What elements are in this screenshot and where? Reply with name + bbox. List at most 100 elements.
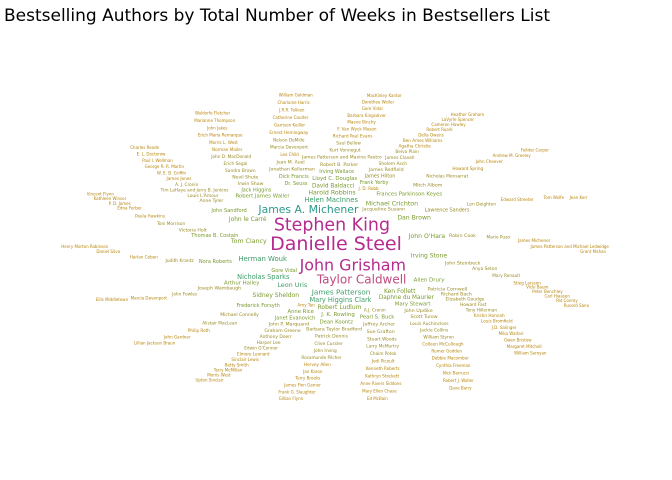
word-j-d-robb: J. D. Robb	[358, 186, 380, 191]
word-richard-paul-evans: Richard Paul Evans	[333, 134, 373, 139]
word-janet-evanovich: Janet Evanovich	[274, 315, 315, 321]
word-erich-segal: Erich Segal	[224, 161, 248, 167]
word-robert-james-waller: Robert James Waller	[235, 194, 290, 200]
word-pat-conroy: Pat Conroy	[556, 298, 578, 303]
word-peter-benchley: Peter Benchley	[532, 289, 563, 294]
word-toni-morrison: Toni Morrison	[156, 221, 185, 227]
word-taylor-caldwell: Taylor Caldwell	[316, 273, 407, 287]
word-anne-rice: Anne Rice	[287, 309, 313, 315]
word-george-r-r-martin: George R. R. Martin	[145, 164, 185, 169]
word-tim-lahaye-and-jerry-b-jenkins: Tim LaHaye and Jerry B. Jenkins	[160, 188, 230, 194]
word-joseph-wambaugh: Joseph Wambaugh	[196, 286, 241, 292]
word-mary-ellen-chase: Mary Ellen Chase	[362, 388, 397, 393]
word-james-redfield: James Redfield	[368, 167, 404, 173]
word-betty-smith: Betty Smith	[225, 362, 249, 367]
word-john-p-marquand: John P. Marquand	[268, 322, 309, 328]
word-sholem-asch: Sholem Asch	[379, 161, 408, 167]
word-jacqueline-susann: Jacqueline Susann	[361, 207, 405, 213]
word-a-j-cronin: A.J. Cronin	[364, 307, 386, 312]
word-john-steinbeck: John Steinbeck	[444, 261, 481, 267]
word-nick-barrucci: Nick Barrucci	[443, 370, 469, 375]
word-dean-koontz: Dean Koontz	[320, 319, 354, 325]
word-michael-crichton: Michael Crichton	[366, 200, 418, 207]
word-ernest-hemingway: Ernest Hemingway	[269, 130, 309, 135]
word-j-k-rowling: J. K. Rowling	[320, 312, 355, 318]
word-john-sandford: John Sandford	[210, 208, 246, 214]
word-daniel-silva: Daniel Silva	[96, 249, 120, 254]
word-morris-west: Morris West	[207, 373, 231, 378]
word-anya-seton: Anya Seton	[472, 266, 497, 272]
word-robert-j-waller: Robert J. Waller	[443, 378, 474, 383]
word-sinclair-lewis: Sinclair Lewis	[231, 357, 259, 362]
word-james-clavell: James Clavell	[384, 155, 414, 161]
word-larry-mcmurtry: Larry McMurtry	[366, 344, 399, 350]
word-louis-bromfield: Louis Bromfield	[481, 319, 513, 324]
word-dan-brown: Dan Brown	[397, 215, 431, 222]
word-andrew-m-greeley: Andrew M. Greeley	[493, 153, 532, 158]
word-mary-renault: Mary Renault	[492, 273, 520, 278]
word-arthur-hailey: Arthur Hailey	[224, 281, 260, 287]
word-frank-g-slaughter: Frank G. Slaughter	[278, 389, 316, 394]
word-irving-stone: Irving Stone	[411, 253, 448, 260]
word-rosamunde-pilcher: Rosamunde Pilcher	[301, 355, 342, 360]
word-kristin-hannah: Kristin Hannah	[474, 313, 505, 318]
word-grant-mahan: Grant Mahan	[580, 249, 606, 254]
word-james-a-michener: James A. Michener	[257, 203, 359, 216]
word-daphne-du-maurier: Daphne du Maurier	[379, 295, 435, 301]
word-tom-wolfe: Tom Wolfe	[543, 195, 565, 200]
word-belva-plain: Belva Plain	[395, 149, 419, 155]
word-gillian-flynn: Gillian Flynn	[279, 396, 304, 401]
word-kathleen-winsor: Kathleen Winsor	[94, 196, 127, 201]
word-danielle-steel: Danielle Steel	[270, 233, 402, 255]
word-sandra-brown: Sandra Brown	[225, 168, 256, 174]
word-nevil-shute: Nevil Shute	[232, 175, 258, 181]
word-james-patterson-and-maxine-paetro: James Patterson and Maxine Paetro	[301, 155, 382, 161]
word-kathryn-stockett: Kathryn Stockett	[365, 373, 399, 378]
word-j-r-r-tolkien: J.R.R. Tolkien	[278, 107, 305, 112]
word-irwin-shaw: Irwin Shaw	[238, 181, 264, 187]
word-judith-krantz: Judith Krantz	[164, 258, 194, 264]
word-sue-grafton: Sue Grafton	[367, 329, 395, 335]
word-graham-greene: Graham Greene	[264, 328, 300, 334]
word-marcia-davenport: Marcia Davenport	[270, 145, 308, 151]
word-william-styron: William Styron	[423, 334, 454, 339]
word-chaim-potok: Chaim Potok	[370, 351, 397, 356]
word-ken-follett: Ken Follett	[384, 288, 416, 295]
word-john-d-macdonald: John D. MacDonald	[210, 154, 251, 159]
word-vicki-baum: Vicki Baum	[526, 285, 548, 290]
word-anthony-doerr: Anthony Doerr	[260, 334, 292, 340]
word-saul-bellow: Saul Bellow	[336, 141, 361, 147]
word-sidney-sheldon: Sidney Sheldon	[253, 292, 300, 299]
word-john-o-hara: John O'Hara	[408, 233, 446, 240]
word-john-jakes: John Jakes	[206, 125, 227, 130]
word-robert-ludlum: Robert Ludlum	[318, 304, 362, 311]
word-scott-turow: Scott Turow	[410, 314, 437, 320]
word-james-patterson: James Patterson	[311, 288, 371, 297]
word-william-saroyan: William Saroyan	[514, 350, 547, 355]
word-waldorfe-fletcher: Waldorfe Fletcher	[195, 111, 231, 116]
word-jan-karon: Jan Karon	[302, 369, 323, 374]
word-victoria-holt: Victoria Holt	[179, 227, 207, 233]
word-alistair-maclean: Alistair MacLean	[202, 320, 237, 326]
word-harper-lee: Harper Lee	[257, 340, 281, 346]
word-patrick-dennis: Patrick Dennis	[315, 334, 349, 340]
word-marianne-thompson: Marianne Thompson	[194, 118, 235, 123]
word-louis-l-amour: Louis L'Amour	[187, 193, 218, 199]
word-robert-ruark: Robert Ruark	[426, 127, 453, 132]
word-john-fowles: John Fowles	[171, 292, 198, 298]
word-jean-kerr: Jean Kerr	[569, 195, 588, 200]
word-feilder-carper: Feilder Carper	[521, 147, 550, 152]
word-lloyd-c-douglas: Lloyd C. Douglas	[312, 176, 357, 182]
word-philip-roth: Philip Roth	[188, 328, 210, 333]
word-elmore-leonard: Elmore Leonard	[237, 351, 270, 356]
word-terry-brooks: Terry Brooks	[294, 376, 320, 381]
word-len-deighton: Len Deighton	[467, 201, 496, 207]
word-james-jones: James Jones	[166, 176, 192, 181]
word-mackinley-kantor: MacKinley Kantor	[367, 93, 402, 98]
word-paul-i-wellman: Paul I. Wellman	[142, 158, 173, 163]
word-harold-robbins: Harold Robbins	[308, 190, 355, 197]
word-jackie-collins: Jackie Collins	[419, 328, 449, 334]
word-john-irving: John Irving	[313, 348, 337, 354]
word-mary-higgins-clark: Mary Higgins Clark	[309, 296, 371, 304]
